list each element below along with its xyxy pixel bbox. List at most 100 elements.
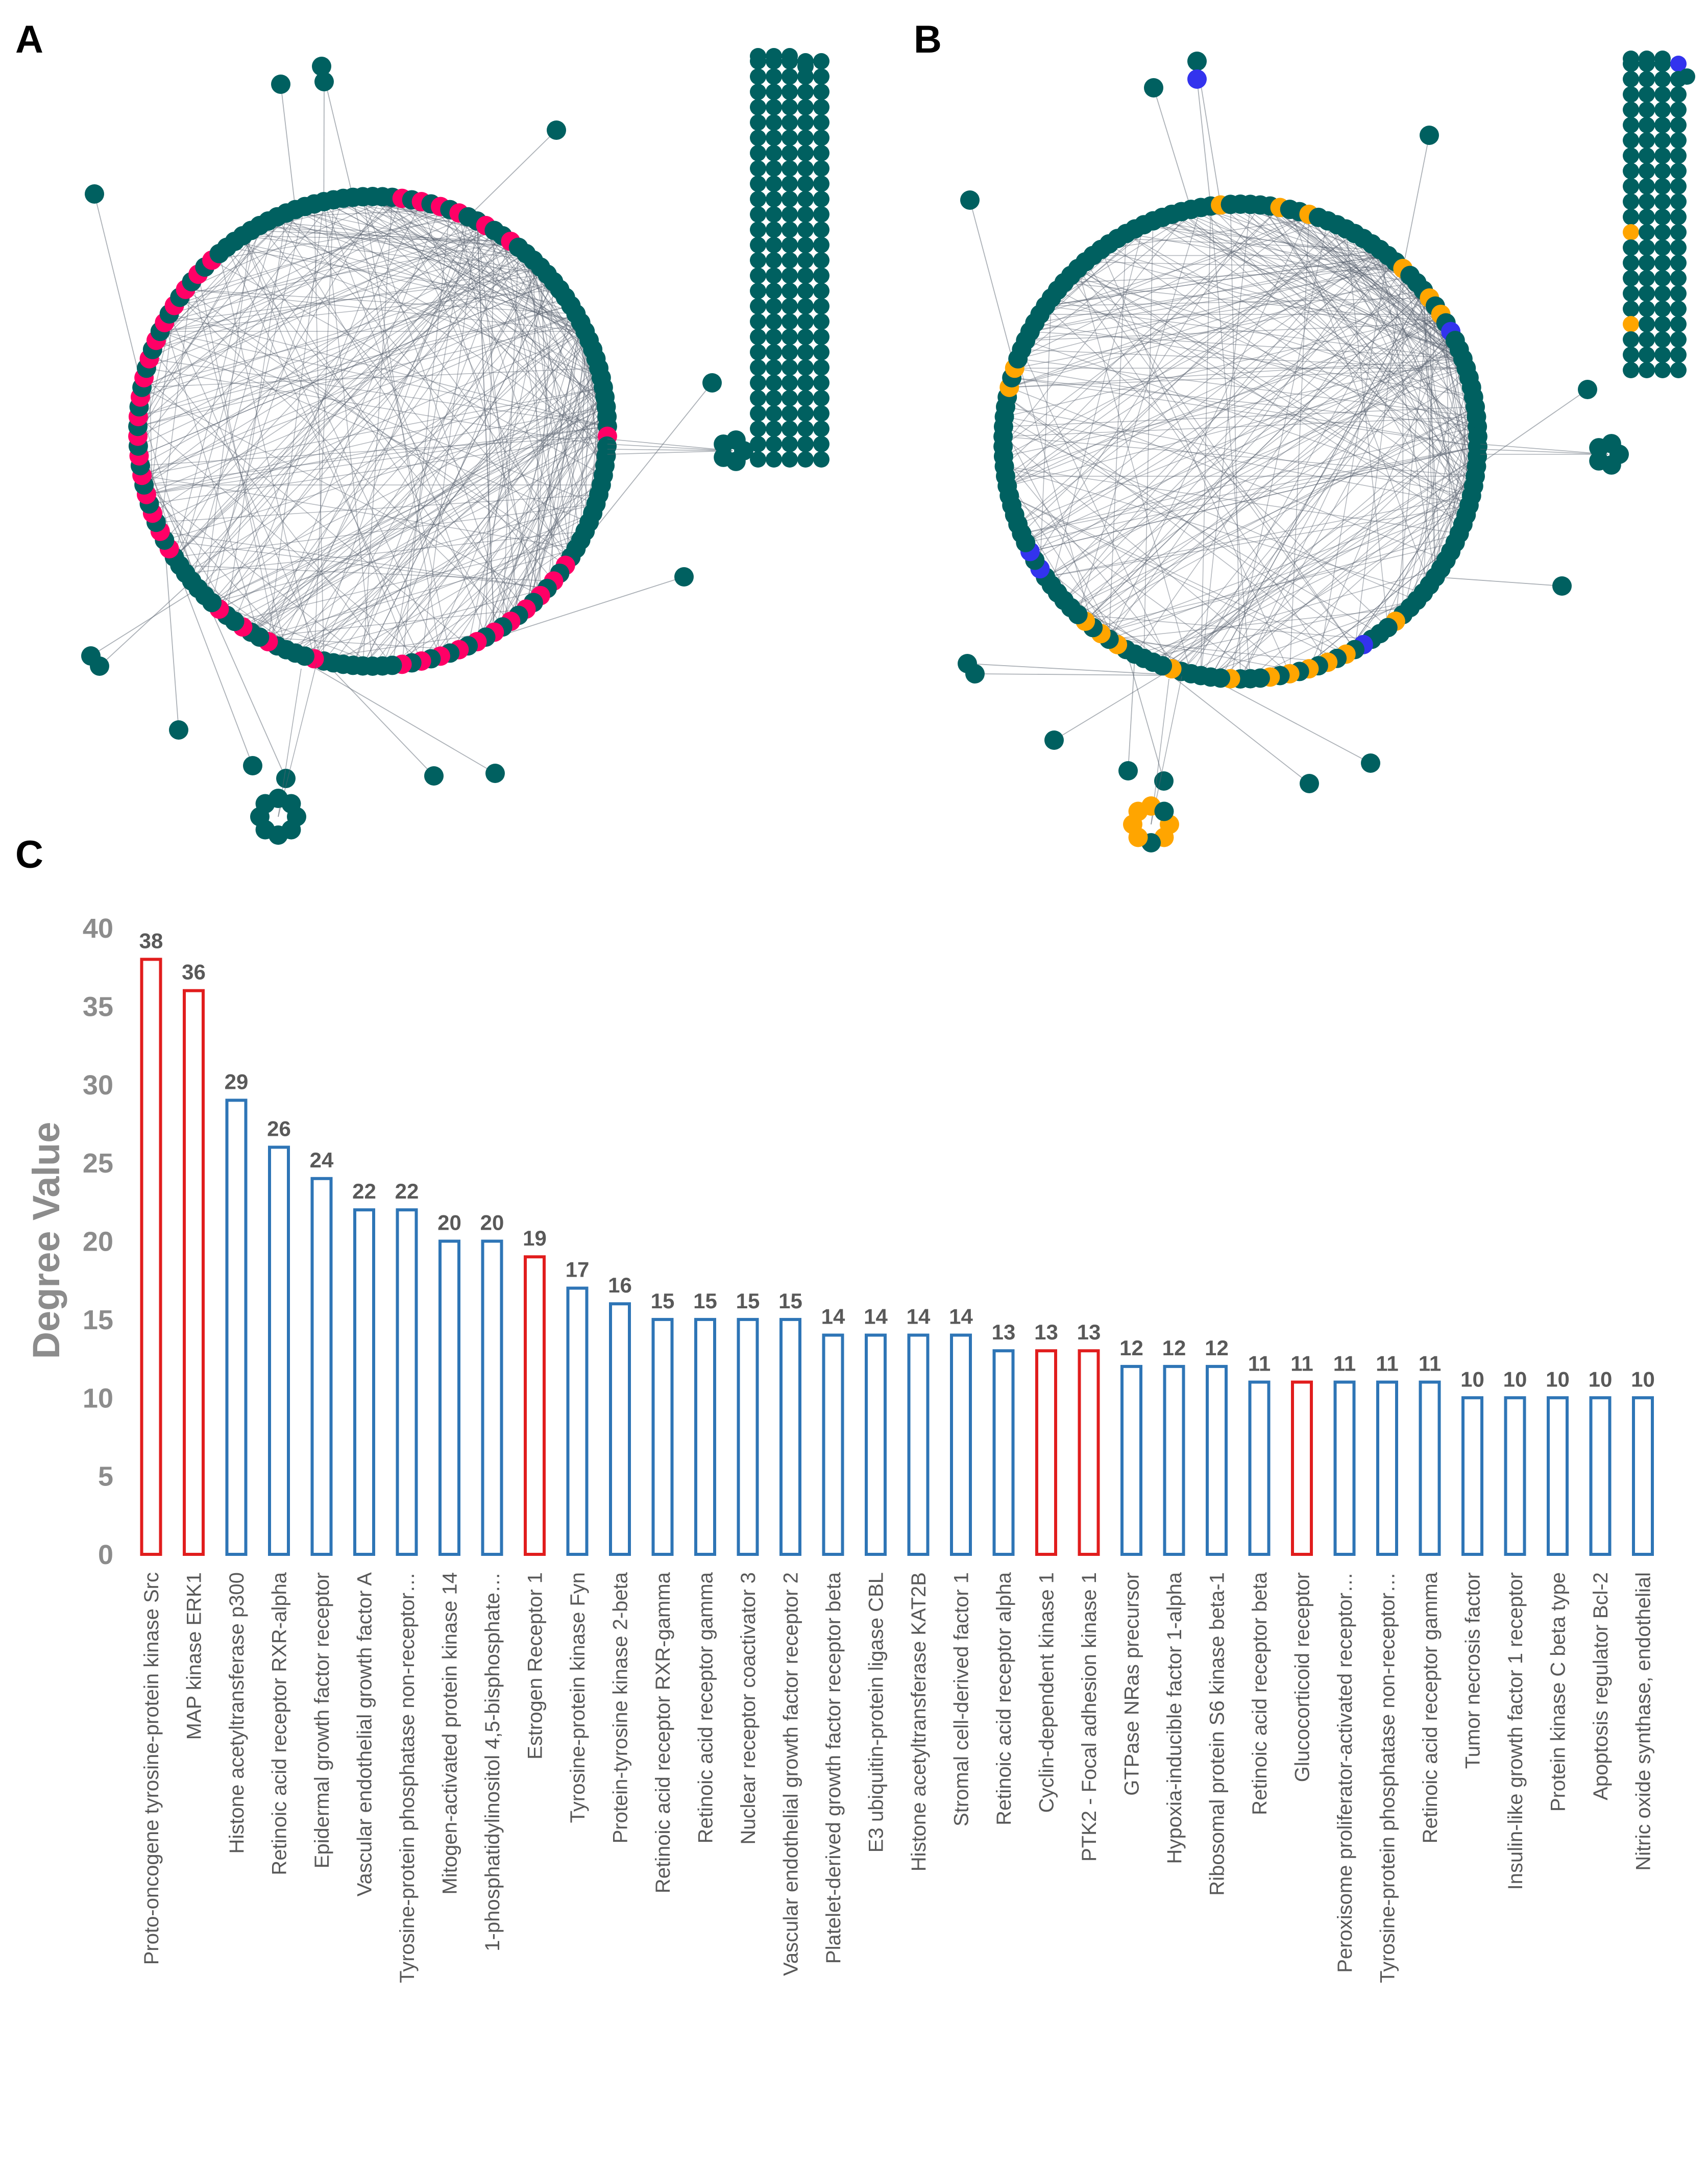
edge <box>1270 206 1456 341</box>
grid-node <box>797 99 814 115</box>
grid-node <box>797 344 814 360</box>
edge <box>1240 204 1477 467</box>
grid-node <box>1623 270 1639 286</box>
edge <box>1078 268 1478 447</box>
satellite-edge <box>1153 87 1192 210</box>
edge <box>164 540 547 589</box>
data-labels: 38 36 29 26 24 22 22 20 20 19 17 16 15 15 15 15 14 14 14 14… <box>139 929 1655 1391</box>
grid-node <box>797 375 814 391</box>
grid-node <box>1639 285 1655 302</box>
grid-node <box>782 252 798 269</box>
grid-node <box>1679 68 1695 85</box>
satellite-node <box>674 567 694 587</box>
edge <box>1395 298 1430 622</box>
grid-node <box>1639 71 1655 87</box>
data-label-21: 13 <box>992 1320 1016 1344</box>
edge <box>1181 331 1451 672</box>
data-label-32: 10 <box>1460 1367 1484 1391</box>
edge <box>198 253 527 589</box>
edge <box>430 416 607 660</box>
grid-node <box>813 252 829 269</box>
y-tick-35: 35 <box>83 991 113 1022</box>
edge <box>185 331 585 574</box>
bar-5 <box>310 1177 333 1556</box>
grid-node <box>813 313 829 330</box>
edge <box>1153 505 1470 663</box>
edge <box>164 216 469 541</box>
edge <box>242 235 503 627</box>
edge <box>286 212 572 557</box>
data-label-17: 14 <box>821 1305 845 1329</box>
edge <box>1327 221 1467 516</box>
edge <box>259 225 533 261</box>
grid-node <box>813 84 829 100</box>
y-axis-label: Degree Value <box>25 1122 67 1359</box>
edge <box>1009 387 1446 561</box>
edge <box>421 201 541 596</box>
edge <box>1299 211 1470 378</box>
edge <box>1318 217 1470 378</box>
edge <box>1200 298 1430 676</box>
edge <box>333 322 581 664</box>
grid-node <box>750 375 766 391</box>
y-tick-20: 20 <box>83 1227 113 1257</box>
edge <box>392 540 581 666</box>
grid-node <box>782 421 798 437</box>
grid-node <box>766 359 782 376</box>
edge <box>138 416 422 662</box>
edge <box>1440 314 1472 496</box>
edge <box>1003 416 1477 437</box>
edge <box>494 446 607 632</box>
edge <box>1003 436 1290 674</box>
y-tick-30: 30 <box>83 1070 113 1101</box>
edge <box>1017 349 1459 525</box>
edge <box>146 387 604 495</box>
edge <box>323 201 577 549</box>
edge <box>468 274 548 646</box>
satellite-nodes <box>81 57 722 788</box>
edge <box>139 281 554 456</box>
bar-23 <box>1078 1349 1100 1556</box>
grid-node <box>766 237 782 253</box>
edge <box>1117 238 1380 250</box>
edge <box>1318 217 1478 427</box>
edge <box>226 435 608 616</box>
data-label-20: 14 <box>949 1305 973 1329</box>
grid-node <box>1654 178 1671 194</box>
x-label-13: Retinoic acid receptor RXR-gamma <box>652 1572 674 1893</box>
edge <box>295 209 602 378</box>
edge <box>1077 268 1192 674</box>
ring-nodes <box>993 194 1487 689</box>
edge <box>580 331 586 541</box>
edge <box>1308 214 1478 457</box>
x-label-25: Hypoxia-inducible factor 1-alpha <box>1163 1572 1186 1864</box>
grid-node <box>1670 132 1687 149</box>
edge <box>525 322 581 609</box>
grid-node <box>1639 255 1655 271</box>
grid-node <box>813 390 829 406</box>
edge <box>1034 205 1261 560</box>
grid-node <box>1639 132 1655 149</box>
grid-node <box>750 191 766 207</box>
bar-13 <box>651 1317 674 1556</box>
edge <box>152 247 519 350</box>
bar-9 <box>481 1239 503 1556</box>
edge <box>234 241 581 323</box>
edge <box>1190 209 1460 350</box>
bar-11 <box>566 1286 589 1556</box>
bar-30 <box>1376 1380 1398 1556</box>
edge <box>143 225 486 485</box>
grid-node <box>750 298 766 314</box>
edge <box>430 203 597 359</box>
grid-node <box>766 390 782 406</box>
edge <box>1230 221 1328 679</box>
edge <box>1009 249 1380 388</box>
satellite-edge <box>323 661 434 776</box>
edge <box>143 484 296 653</box>
grid-node <box>1623 316 1639 332</box>
grid-node <box>782 130 798 146</box>
x-label-17: Platelet-derived growth factor receptor … <box>822 1572 845 1964</box>
edge <box>392 216 469 666</box>
grid-node <box>1623 71 1639 87</box>
bar-26 <box>1206 1364 1228 1556</box>
